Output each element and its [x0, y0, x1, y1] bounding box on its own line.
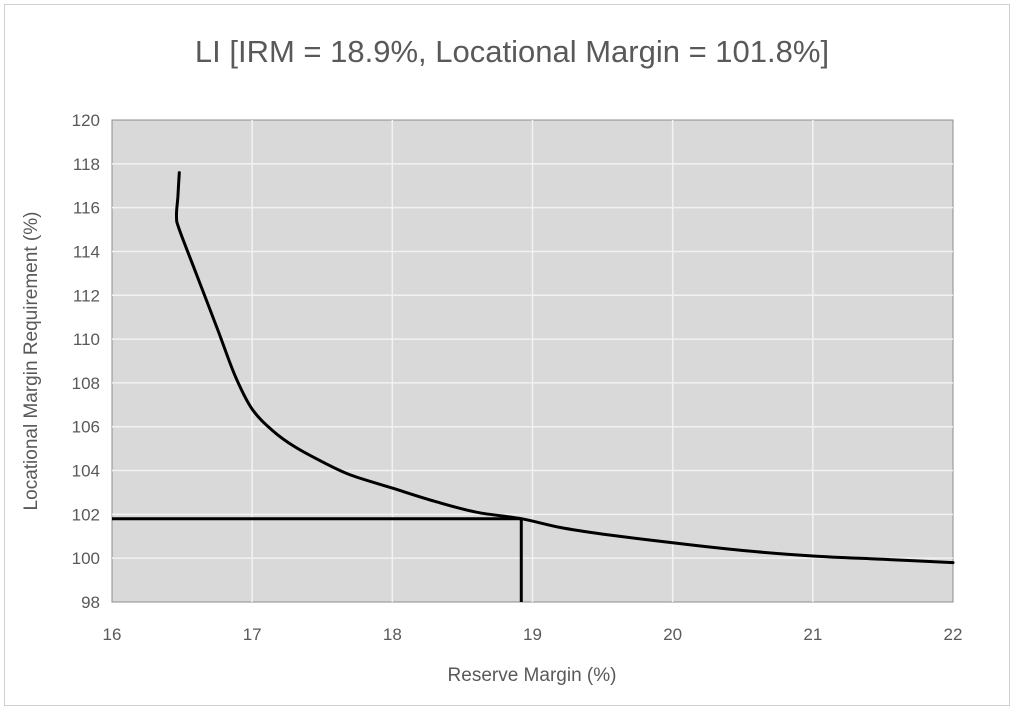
y-tick-label: 104 — [72, 462, 100, 481]
y-tick-label: 98 — [81, 593, 100, 612]
y-tick-label: 100 — [72, 549, 100, 568]
reference-lines — [112, 517, 523, 602]
y-tick-label: 118 — [73, 155, 100, 174]
y-tick-label: 106 — [72, 418, 100, 437]
y-axis-title: Locational Margin Requirement (%) — [21, 212, 42, 511]
y-tick-label: 114 — [73, 242, 100, 261]
y-tick-label: 116 — [73, 199, 100, 218]
x-tick-label: 16 — [103, 625, 122, 644]
x-tick-label: 21 — [803, 625, 822, 644]
chart-title: LI [IRM = 18.9%, Locational Margin = 101… — [195, 34, 829, 69]
x-tick-label: 20 — [663, 625, 682, 644]
series-layer — [174, 171, 955, 565]
x-tick-label: 22 — [944, 625, 963, 644]
y-tick-label: 112 — [73, 286, 100, 305]
y-tick-labels: 98 100 102 104 106 108 110 112 114 116 118 120 — [72, 111, 100, 612]
y-tick-label: 110 — [73, 330, 100, 349]
grid-layer — [112, 120, 953, 602]
x-tick-label: 18 — [383, 625, 402, 644]
x-tick-labels: 16 17 18 19 20 21 22 — [103, 625, 963, 644]
x-axis-title: Reserve Margin (%) — [448, 665, 617, 686]
y-tick-label: 102 — [72, 505, 100, 524]
x-tick-label: 17 — [243, 625, 262, 644]
series-line-0 — [174, 171, 955, 565]
y-tick-label: 120 — [72, 111, 100, 130]
y-tick-label: 108 — [72, 374, 100, 393]
x-tick-label: 19 — [523, 625, 542, 644]
